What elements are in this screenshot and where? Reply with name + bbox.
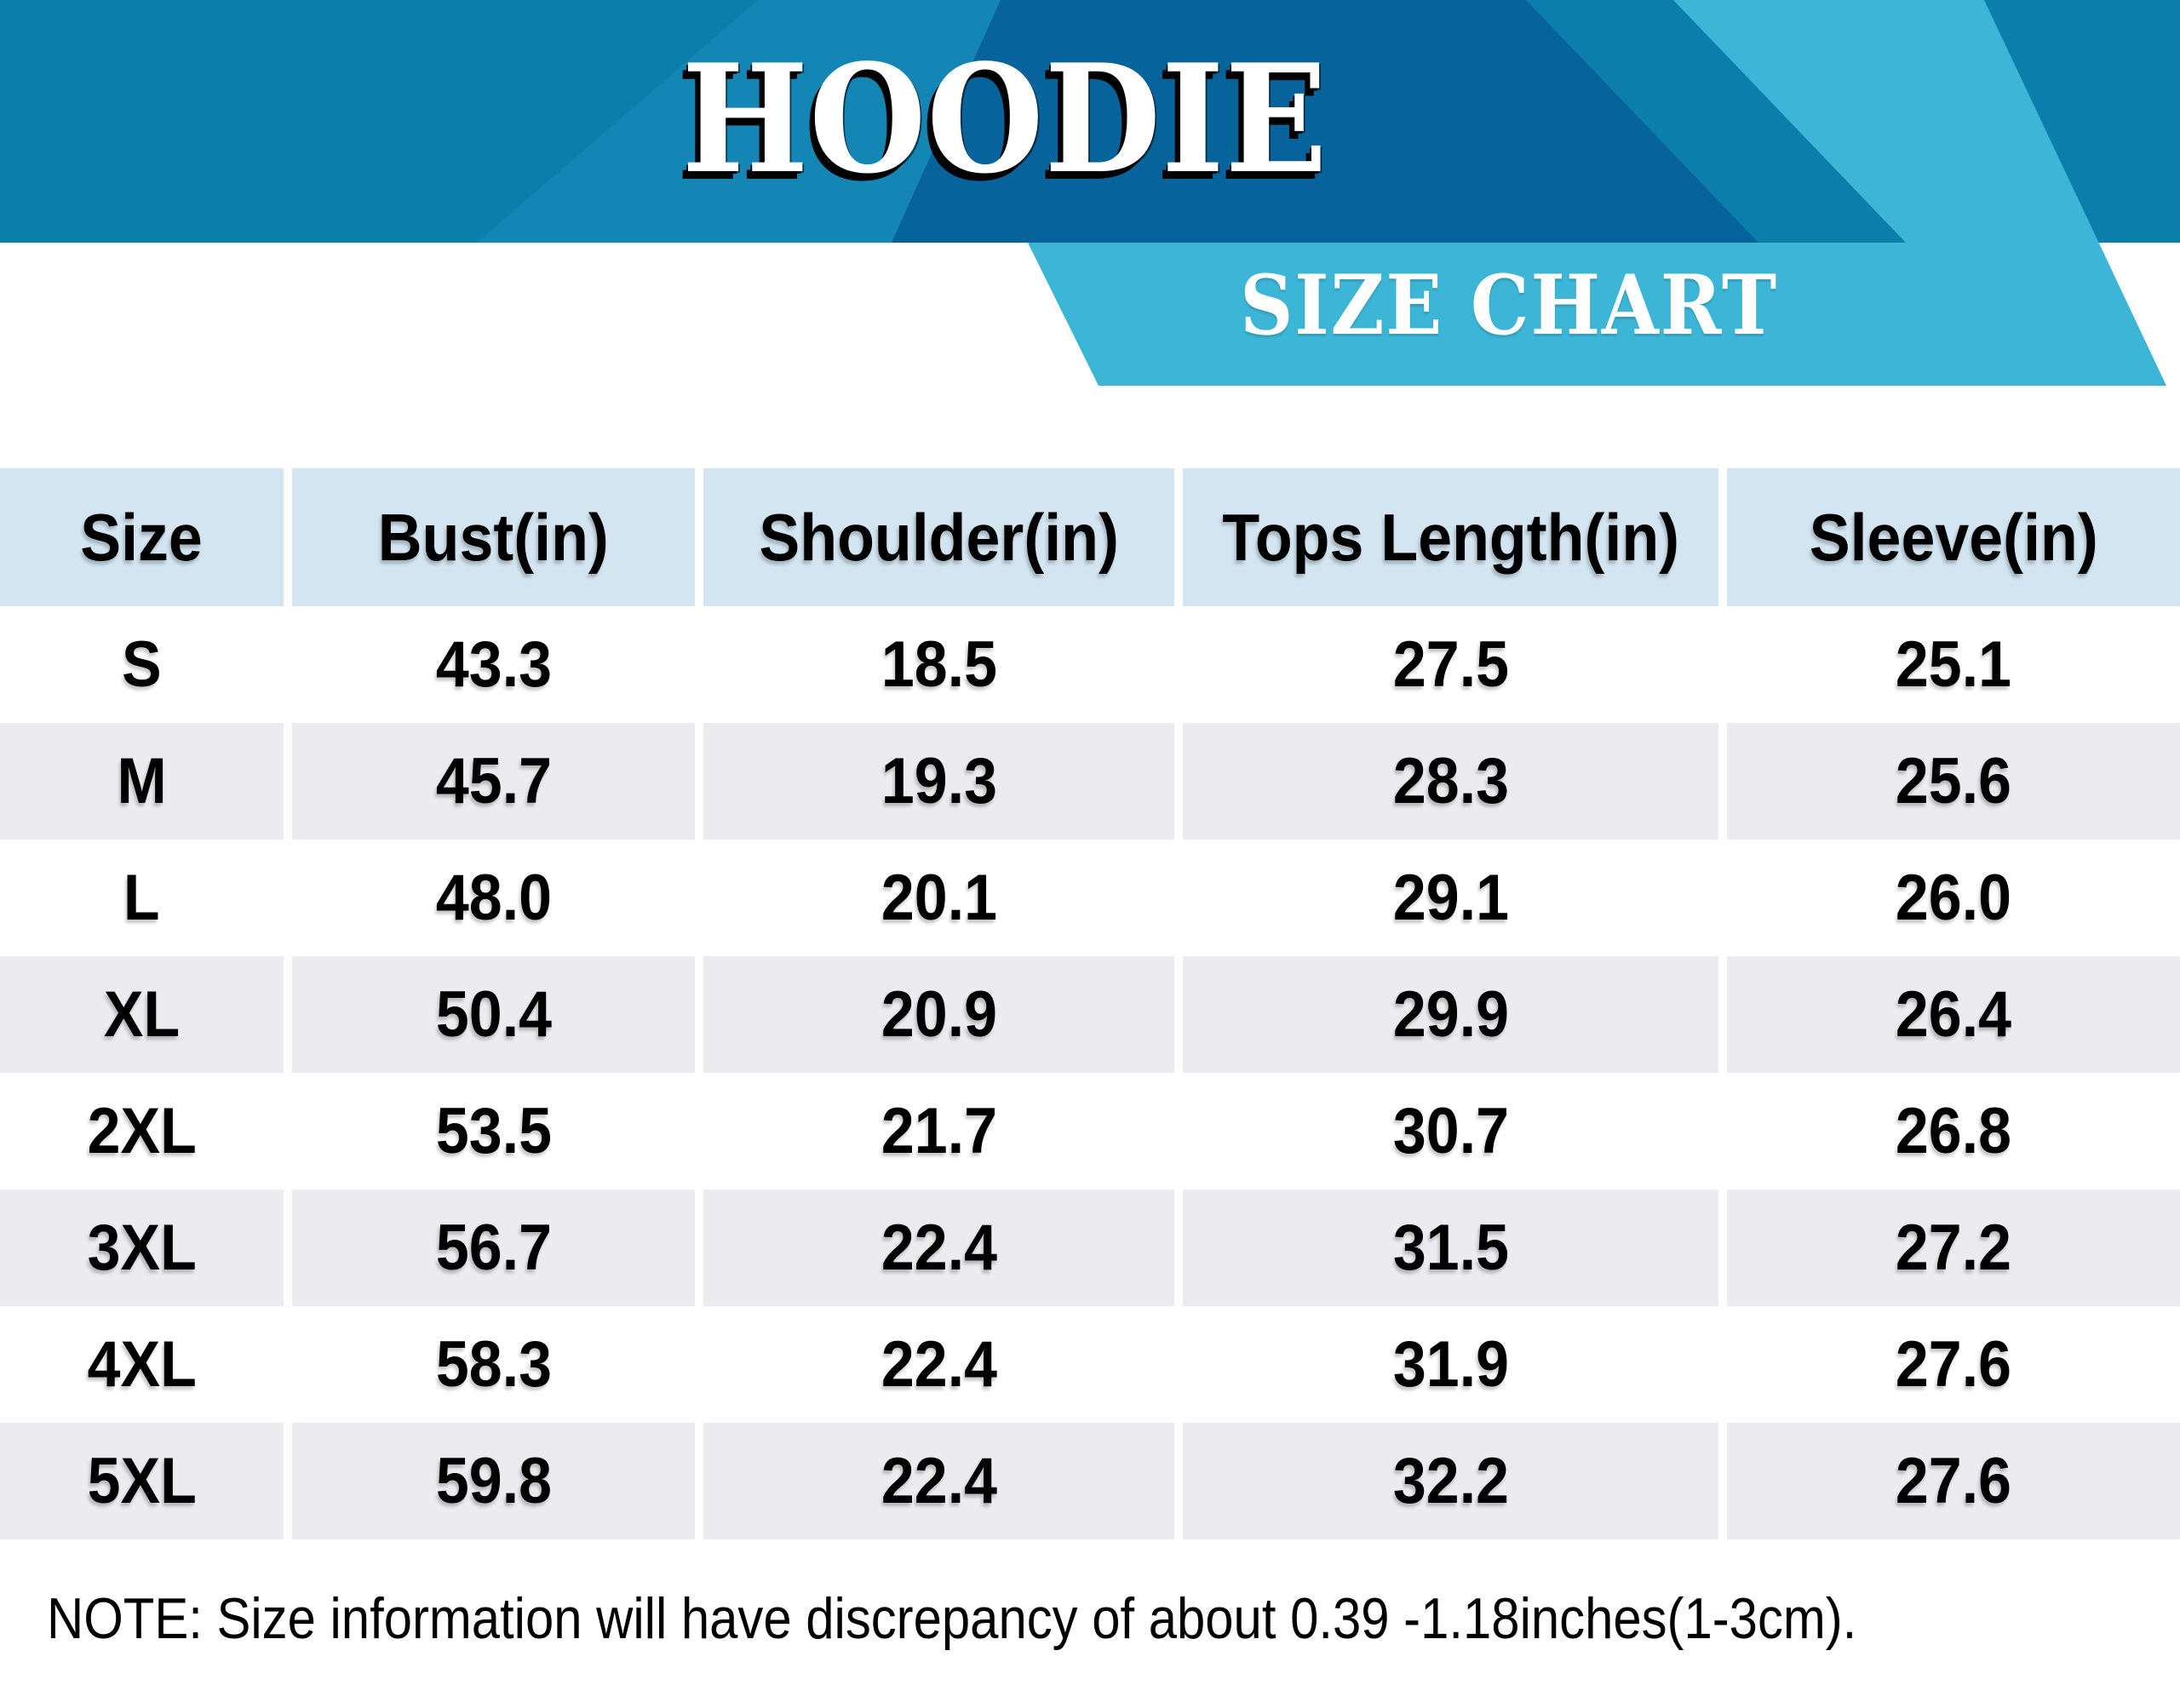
banner-dark-shape xyxy=(892,0,1758,243)
value-cell: 28.3 xyxy=(1183,723,1718,840)
value-cell: 26.4 xyxy=(1727,956,2180,1073)
size-chart-ribbon xyxy=(1028,0,2166,386)
value-cell: 53.5 xyxy=(292,1073,695,1189)
value-cell: 26.0 xyxy=(1727,840,2180,956)
value-cell: 27.5 xyxy=(1183,606,1718,723)
value-cell: 22.4 xyxy=(703,1306,1174,1423)
size-cell: S xyxy=(0,606,284,723)
page-subtitle: SIZE CHART xyxy=(1240,257,1778,353)
note-text: NOTE: Size information will have discrep… xyxy=(47,1586,1857,1651)
value-cell: 29.1 xyxy=(1183,840,1718,956)
value-cell: 21.7 xyxy=(703,1073,1174,1189)
column-header: Bust(in) xyxy=(292,468,695,606)
column-header: Shoulder(in) xyxy=(703,468,1174,606)
value-cell: 26.8 xyxy=(1727,1073,2180,1189)
column-header: Size xyxy=(0,468,284,606)
value-cell: 31.5 xyxy=(1183,1189,1718,1306)
size-cell: 5XL xyxy=(0,1423,284,1539)
value-cell: 25.1 xyxy=(1727,606,2180,723)
value-cell: 56.7 xyxy=(292,1189,695,1306)
page-title: HOODIE xyxy=(681,32,1328,207)
value-cell: 19.3 xyxy=(703,723,1174,840)
size-cell: 2XL xyxy=(0,1073,284,1189)
value-cell: 32.2 xyxy=(1183,1423,1718,1539)
value-cell: 27.6 xyxy=(1727,1306,2180,1423)
value-cell: 22.4 xyxy=(703,1189,1174,1306)
banner-graphic xyxy=(0,0,2180,386)
size-table: Size Bust(in) Shoulder(in) Tops Length(in) S… xyxy=(0,468,2180,1539)
value-cell: 29.9 xyxy=(1183,956,1718,1073)
size-cell: XL xyxy=(0,956,284,1073)
value-cell: 30.7 xyxy=(1183,1073,1718,1189)
value-cell: 48.0 xyxy=(292,840,695,956)
value-cell: 27.6 xyxy=(1727,1423,2180,1539)
banner-streak-shape xyxy=(477,0,1001,243)
size-cell: L xyxy=(0,840,284,956)
column-header: Sleeve(in) xyxy=(1727,468,2180,606)
value-cell: 59.8 xyxy=(292,1423,695,1539)
value-cell: 20.9 xyxy=(703,956,1174,1073)
value-cell: 58.3 xyxy=(292,1306,695,1423)
value-cell: 20.1 xyxy=(703,840,1174,956)
value-cell: 45.7 xyxy=(292,723,695,840)
size-cell: M xyxy=(0,723,284,840)
value-cell: 25.6 xyxy=(1727,723,2180,840)
value-cell: 50.4 xyxy=(292,956,695,1073)
value-cell: 18.5 xyxy=(703,606,1174,723)
value-cell: 43.3 xyxy=(292,606,695,723)
value-cell: 22.4 xyxy=(703,1423,1174,1539)
value-cell: 27.2 xyxy=(1727,1189,2180,1306)
size-cell: 3XL xyxy=(0,1189,284,1306)
size-cell: 4XL xyxy=(0,1306,284,1423)
column-header: Tops Length(in) xyxy=(1183,468,1718,606)
value-cell: 31.9 xyxy=(1183,1306,1718,1423)
